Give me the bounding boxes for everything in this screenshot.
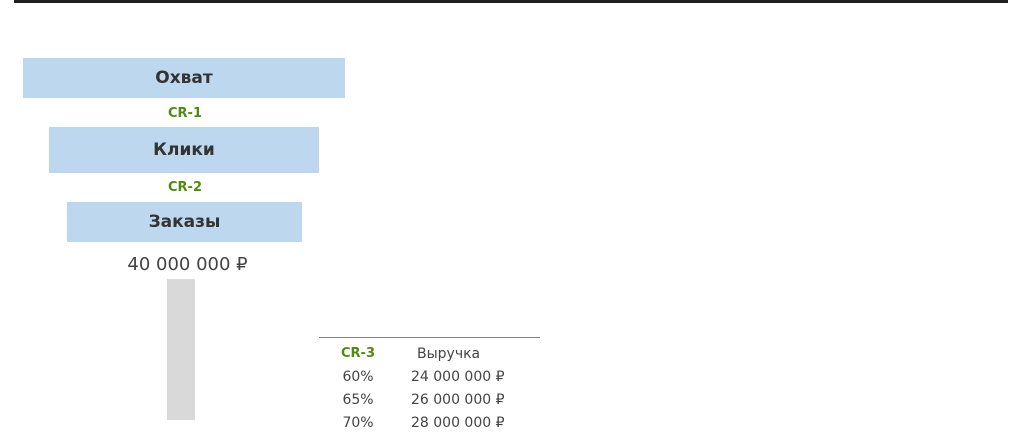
table-row: 60% 24 000 000 ₽ [319,365,540,388]
stage-label-orders: Заказы [148,212,221,232]
row-cr-value: 60% [342,368,374,385]
header-revenue: Выручка [417,345,481,362]
row-revenue-value: 28 000 000 ₽ [411,414,505,431]
revenue-table: CR-3 Выручка 60% 24 000 000 ₽ 65% 26 000… [319,342,540,434]
table-row: 70% 28 000 000 ₽ [319,411,540,434]
table-header-row: CR-3 Выручка [319,342,540,365]
stage-label-clicks: Клики [153,140,215,160]
row-cr-value: 70% [342,414,374,431]
stage-label-reach: Охват [155,68,213,88]
orders-bar [167,279,195,420]
row-cr-value: 65% [342,391,374,408]
row-revenue-value: 24 000 000 ₽ [411,368,505,385]
conversion-label-cr2: CR-2 [168,180,202,195]
funnel-stage-reach: Охват [23,58,345,98]
table-top-rule [319,337,540,338]
orders-amount: 40 000 000 ₽ [127,254,248,275]
top-divider [14,0,1008,3]
header-cr3: CR-3 [341,346,375,361]
funnel-stage-orders: Заказы [67,202,302,242]
row-revenue-value: 26 000 000 ₽ [411,391,505,408]
table-row: 65% 26 000 000 ₽ [319,388,540,411]
conversion-label-cr1: CR-1 [168,106,202,121]
funnel-stage-clicks: Клики [49,127,319,173]
